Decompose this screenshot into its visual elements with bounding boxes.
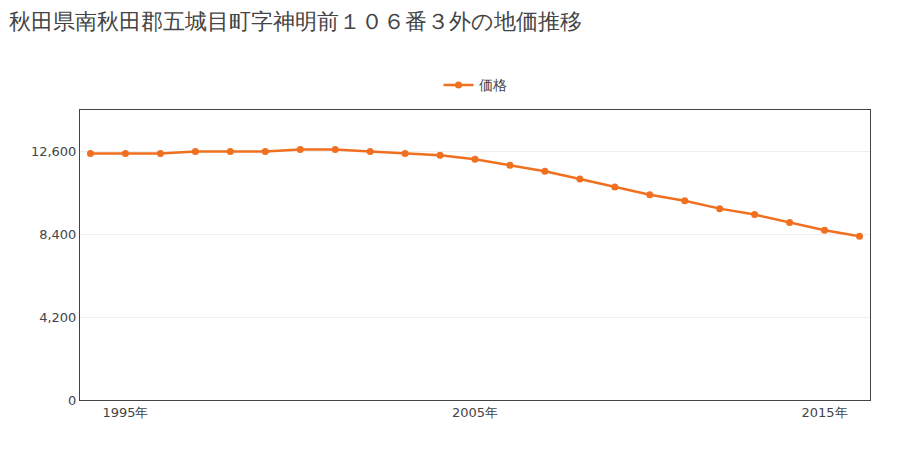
svg-text:0: 0 xyxy=(68,393,76,408)
svg-text:価格: 価格 xyxy=(479,77,507,93)
svg-text:8,400: 8,400 xyxy=(39,227,76,242)
svg-text:4,200: 4,200 xyxy=(39,310,76,325)
svg-text:2015年: 2015年 xyxy=(802,405,848,420)
svg-text:1995年: 1995年 xyxy=(102,405,148,420)
svg-text:秋田県南秋田郡五城目町字神明前１０６番３外の地価推移: 秋田県南秋田郡五城目町字神明前１０６番３外の地価推移 xyxy=(9,9,582,34)
svg-text:12,600: 12,600 xyxy=(31,144,77,159)
svg-text:2005年: 2005年 xyxy=(452,405,498,420)
